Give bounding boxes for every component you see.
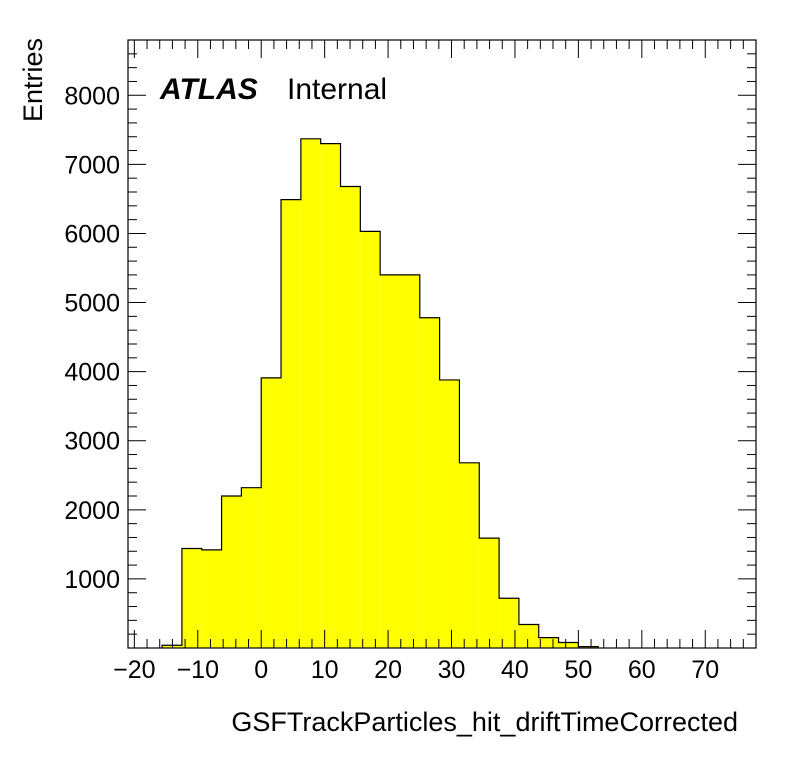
axis-ticks — [128, 39, 756, 648]
histogram-bar — [201, 549, 222, 648]
y-tick-label: 6000 — [64, 220, 120, 248]
atlas-status-label: Internal — [287, 73, 387, 106]
x-tick-label: 40 — [501, 656, 529, 684]
histogram-bar — [320, 143, 341, 649]
x-axis-title: GSFTrackParticles_hit_driftTimeCorrected — [231, 707, 738, 737]
histogram-bar — [340, 186, 361, 649]
histogram-bar — [241, 487, 262, 648]
y-tick-label: 3000 — [64, 428, 120, 456]
histogram-bar — [538, 637, 559, 648]
y-tick-label: 5000 — [64, 290, 120, 318]
x-tick-label: 60 — [628, 656, 656, 684]
x-tick-label: 0 — [254, 656, 268, 684]
histogram-bar — [261, 377, 282, 648]
histogram-bar — [300, 138, 321, 649]
histogram-bar — [459, 462, 480, 648]
y-tick-label: 7000 — [64, 151, 120, 179]
histogram-bar — [479, 538, 500, 648]
x-tick-label: −10 — [177, 656, 219, 684]
x-tick-label: 30 — [438, 656, 466, 684]
histogram-bar — [399, 274, 420, 648]
histogram-bar — [360, 231, 381, 648]
y-tick-label: 4000 — [64, 359, 120, 387]
histogram-bars — [161, 138, 599, 649]
atlas-label: ATLAS — [159, 73, 258, 106]
x-tick-label: 50 — [564, 656, 592, 684]
histogram-bar — [518, 624, 539, 648]
histogram-bar — [221, 496, 242, 648]
histogram-outline — [161, 138, 599, 648]
y-tick-label: 8000 — [64, 82, 120, 110]
histogram-bar — [578, 646, 599, 648]
y-axis-title: Entries — [18, 38, 48, 122]
y-tick-label: 1000 — [64, 566, 120, 594]
histogram-bar — [419, 317, 440, 648]
histogram-bar — [181, 548, 202, 648]
plot-frame — [127, 39, 757, 649]
histogram-bar — [558, 642, 579, 648]
y-tick-label: 2000 — [64, 497, 120, 525]
histogram-bar — [281, 199, 301, 648]
x-tick-label: 20 — [374, 656, 402, 684]
histogram-bar — [499, 598, 519, 648]
x-tick-label: −20 — [113, 656, 155, 684]
x-tick-label: 10 — [311, 656, 339, 684]
x-tick-label: 70 — [691, 656, 719, 684]
histogram-bar — [439, 379, 460, 648]
y-tick-labels: 1000 2000 3000 4000 5000 6000 7000 8000 — [64, 82, 120, 594]
histogram-bar — [380, 274, 400, 648]
x-tick-labels: −20 −10 0 10 20 30 40 50 60 70 — [113, 656, 719, 684]
